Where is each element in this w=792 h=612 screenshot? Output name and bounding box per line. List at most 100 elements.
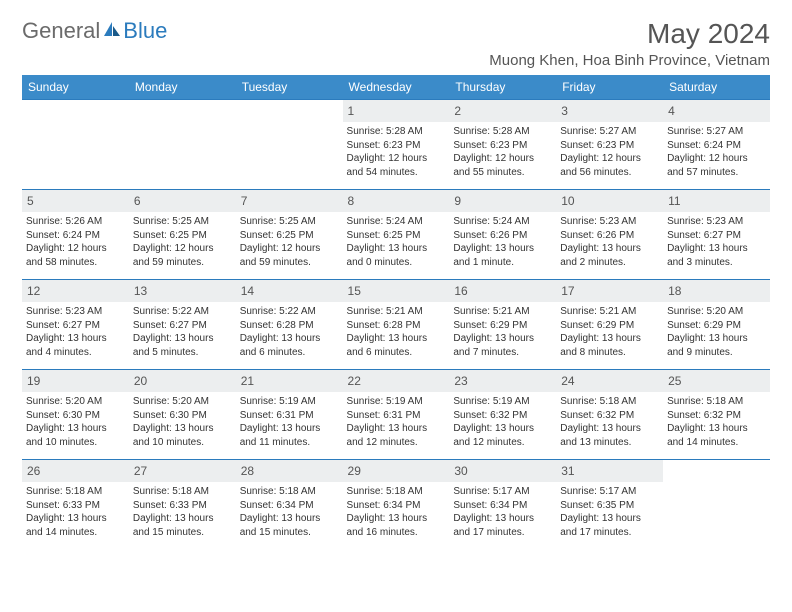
sunset-text: Sunset: 6:28 PM	[347, 319, 446, 333]
daylight-text: Daylight: 13 hours and 3 minutes.	[667, 242, 766, 269]
logo-text-blue: Blue	[123, 18, 167, 44]
day-number: 16	[449, 280, 556, 302]
sunset-text: Sunset: 6:27 PM	[667, 229, 766, 243]
sunset-text: Sunset: 6:25 PM	[240, 229, 339, 243]
location-text: Muong Khen, Hoa Binh Province, Vietnam	[489, 52, 770, 69]
logo: General Blue	[22, 18, 167, 44]
day-number: 31	[556, 460, 663, 482]
day-number: 11	[663, 190, 770, 212]
sunset-text: Sunset: 6:30 PM	[26, 409, 125, 423]
day-number: 17	[556, 280, 663, 302]
sunrise-text: Sunrise: 5:24 AM	[453, 215, 552, 229]
sunrise-text: Sunrise: 5:25 AM	[133, 215, 232, 229]
day-number: 20	[129, 370, 236, 392]
calendar-cell: 30Sunrise: 5:17 AMSunset: 6:34 PMDayligh…	[449, 460, 556, 550]
calendar-cell: 19Sunrise: 5:20 AMSunset: 6:30 PMDayligh…	[22, 370, 129, 460]
sunset-text: Sunset: 6:24 PM	[26, 229, 125, 243]
sunset-text: Sunset: 6:30 PM	[133, 409, 232, 423]
calendar-cell: 6Sunrise: 5:25 AMSunset: 6:25 PMDaylight…	[129, 190, 236, 280]
sunset-text: Sunset: 6:27 PM	[133, 319, 232, 333]
daylight-text: Daylight: 12 hours and 56 minutes.	[560, 152, 659, 179]
sunrise-text: Sunrise: 5:18 AM	[133, 485, 232, 499]
sunrise-text: Sunrise: 5:18 AM	[560, 395, 659, 409]
sunrise-text: Sunrise: 5:17 AM	[560, 485, 659, 499]
daylight-text: Daylight: 13 hours and 4 minutes.	[26, 332, 125, 359]
day-number: 13	[129, 280, 236, 302]
calendar-cell: 27Sunrise: 5:18 AMSunset: 6:33 PMDayligh…	[129, 460, 236, 550]
month-title: May 2024	[489, 18, 770, 50]
calendar-cell: 26Sunrise: 5:18 AMSunset: 6:33 PMDayligh…	[22, 460, 129, 550]
day-number: 14	[236, 280, 343, 302]
calendar-cell: 12Sunrise: 5:23 AMSunset: 6:27 PMDayligh…	[22, 280, 129, 370]
sunset-text: Sunset: 6:23 PM	[453, 139, 552, 153]
sunset-text: Sunset: 6:29 PM	[667, 319, 766, 333]
calendar-cell: 18Sunrise: 5:20 AMSunset: 6:29 PMDayligh…	[663, 280, 770, 370]
calendar-row: 1 Sunrise: 5:28 AM Sunset: 6:23 PM Daylight…	[22, 100, 770, 190]
sunrise-text: Sunrise: 5:26 AM	[26, 215, 125, 229]
daylight-text: Daylight: 13 hours and 8 minutes.	[560, 332, 659, 359]
sunrise-text: Sunrise: 5:23 AM	[667, 215, 766, 229]
calendar-cell	[663, 460, 770, 550]
calendar-cell	[129, 100, 236, 190]
day-header: Tuesday	[236, 75, 343, 100]
sunset-text: Sunset: 6:35 PM	[560, 499, 659, 513]
sunset-text: Sunset: 6:26 PM	[453, 229, 552, 243]
day-number: 28	[236, 460, 343, 482]
calendar-cell: 22Sunrise: 5:19 AMSunset: 6:31 PMDayligh…	[343, 370, 450, 460]
daylight-text: Daylight: 12 hours and 59 minutes.	[133, 242, 232, 269]
logo-text-general: General	[22, 18, 100, 44]
calendar-cell: 14Sunrise: 5:22 AMSunset: 6:28 PMDayligh…	[236, 280, 343, 370]
calendar-cell: 16Sunrise: 5:21 AMSunset: 6:29 PMDayligh…	[449, 280, 556, 370]
sunrise-text: Sunrise: 5:23 AM	[560, 215, 659, 229]
day-number: 29	[343, 460, 450, 482]
calendar-cell: 5Sunrise: 5:26 AMSunset: 6:24 PMDaylight…	[22, 190, 129, 280]
sunset-text: Sunset: 6:29 PM	[453, 319, 552, 333]
calendar-cell: 9Sunrise: 5:24 AMSunset: 6:26 PMDaylight…	[449, 190, 556, 280]
day-number: 10	[556, 190, 663, 212]
day-number: 9	[449, 190, 556, 212]
daylight-text: Daylight: 13 hours and 14 minutes.	[26, 512, 125, 539]
daylight-text: Daylight: 13 hours and 17 minutes.	[453, 512, 552, 539]
calendar-cell: 3Sunrise: 5:27 AMSunset: 6:23 PMDaylight…	[556, 100, 663, 190]
day-number: 26	[22, 460, 129, 482]
day-number: 1	[343, 100, 450, 122]
calendar-cell: 31Sunrise: 5:17 AMSunset: 6:35 PMDayligh…	[556, 460, 663, 550]
day-number: 2	[449, 100, 556, 122]
day-number: 6	[129, 190, 236, 212]
logo-sail-icon	[102, 18, 122, 44]
calendar-cell: 13Sunrise: 5:22 AMSunset: 6:27 PMDayligh…	[129, 280, 236, 370]
daylight-text: Daylight: 13 hours and 12 minutes.	[453, 422, 552, 449]
calendar-cell	[22, 100, 129, 190]
sunset-text: Sunset: 6:33 PM	[26, 499, 125, 513]
sunset-text: Sunset: 6:31 PM	[240, 409, 339, 423]
daylight-text: Daylight: 13 hours and 2 minutes.	[560, 242, 659, 269]
sunrise-text: Sunrise: 5:18 AM	[240, 485, 339, 499]
sunset-text: Sunset: 6:29 PM	[560, 319, 659, 333]
sunrise-text: Sunrise: 5:24 AM	[347, 215, 446, 229]
sunset-text: Sunset: 6:27 PM	[26, 319, 125, 333]
daylight-text: Daylight: 13 hours and 11 minutes.	[240, 422, 339, 449]
day-number: 18	[663, 280, 770, 302]
sunset-text: Sunset: 6:32 PM	[453, 409, 552, 423]
sunrise-text: Sunrise: 5:28 AM	[347, 125, 446, 139]
day-number: 12	[22, 280, 129, 302]
sunset-text: Sunset: 6:26 PM	[560, 229, 659, 243]
sunset-text: Sunset: 6:34 PM	[240, 499, 339, 513]
sunrise-text: Sunrise: 5:21 AM	[453, 305, 552, 319]
sunrise-text: Sunrise: 5:22 AM	[133, 305, 232, 319]
calendar-cell: 7Sunrise: 5:25 AMSunset: 6:25 PMDaylight…	[236, 190, 343, 280]
calendar-cell: 21Sunrise: 5:19 AMSunset: 6:31 PMDayligh…	[236, 370, 343, 460]
day-header: Sunday	[22, 75, 129, 100]
sunset-text: Sunset: 6:34 PM	[453, 499, 552, 513]
calendar-cell: 15Sunrise: 5:21 AMSunset: 6:28 PMDayligh…	[343, 280, 450, 370]
calendar-cell: 23Sunrise: 5:19 AMSunset: 6:32 PMDayligh…	[449, 370, 556, 460]
sunset-text: Sunset: 6:31 PM	[347, 409, 446, 423]
calendar-cell: 17Sunrise: 5:21 AMSunset: 6:29 PMDayligh…	[556, 280, 663, 370]
sunrise-text: Sunrise: 5:19 AM	[240, 395, 339, 409]
sunrise-text: Sunrise: 5:19 AM	[453, 395, 552, 409]
calendar-cell: 8Sunrise: 5:24 AMSunset: 6:25 PMDaylight…	[343, 190, 450, 280]
calendar-row: 5Sunrise: 5:26 AMSunset: 6:24 PMDaylight…	[22, 190, 770, 280]
calendar-cell: 25Sunrise: 5:18 AMSunset: 6:32 PMDayligh…	[663, 370, 770, 460]
calendar-table: Sunday Monday Tuesday Wednesday Thursday…	[22, 75, 770, 550]
daylight-text: Daylight: 13 hours and 13 minutes.	[560, 422, 659, 449]
